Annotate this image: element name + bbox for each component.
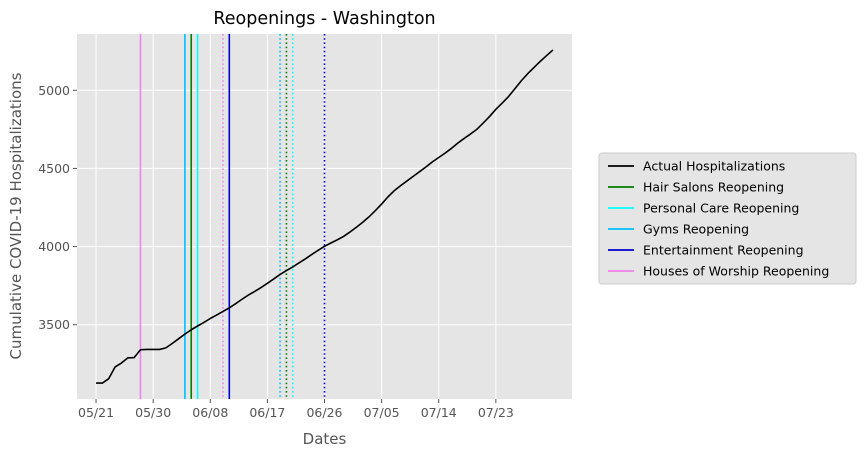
x-tick-label: 06/26 bbox=[306, 405, 342, 420]
legend-label: Gyms Reopening bbox=[643, 222, 749, 237]
y-tick-labels: 3500 4000 4500 5000 bbox=[38, 83, 77, 332]
legend-label: Houses of Worship Reopening bbox=[643, 264, 829, 279]
y-tick-label: 5000 bbox=[38, 83, 70, 98]
legend-label: Hair Salons Reopening bbox=[643, 180, 784, 195]
y-axis-label: Cumulative COVID-19 Hospitalizations bbox=[7, 72, 25, 359]
legend-label: Actual Hospitalizations bbox=[643, 159, 785, 174]
y-tick-label: 4000 bbox=[38, 239, 70, 254]
x-tick-label: 05/30 bbox=[135, 405, 171, 420]
x-tick-label: 06/17 bbox=[249, 405, 285, 420]
x-tick-label: 07/23 bbox=[478, 405, 514, 420]
legend: Actual Hospitalizations Hair Salons Reope… bbox=[598, 152, 857, 285]
y-tick-label: 4500 bbox=[38, 161, 70, 176]
chart-title: Reopenings - Washington bbox=[213, 9, 435, 29]
legend-label: Personal Care Reopening bbox=[643, 201, 799, 216]
legend-box bbox=[598, 152, 857, 285]
y-tick-label: 3500 bbox=[38, 317, 70, 332]
series-group bbox=[96, 49, 554, 384]
x-tick-label: 07/05 bbox=[364, 405, 400, 420]
x-axis-label: Dates bbox=[303, 430, 347, 448]
x-tick-label: 05/21 bbox=[78, 405, 114, 420]
x-tick-label: 06/08 bbox=[192, 405, 228, 420]
legend-label: Entertainment Reopening bbox=[643, 243, 804, 258]
reopening-lines bbox=[139, 34, 326, 399]
x-tick-label: 07/14 bbox=[421, 405, 457, 420]
x-tick-labels: 05/21 05/30 06/08 06/17 06/26 07/05 07/14 07/23 bbox=[78, 399, 514, 420]
series-line bbox=[96, 49, 554, 384]
